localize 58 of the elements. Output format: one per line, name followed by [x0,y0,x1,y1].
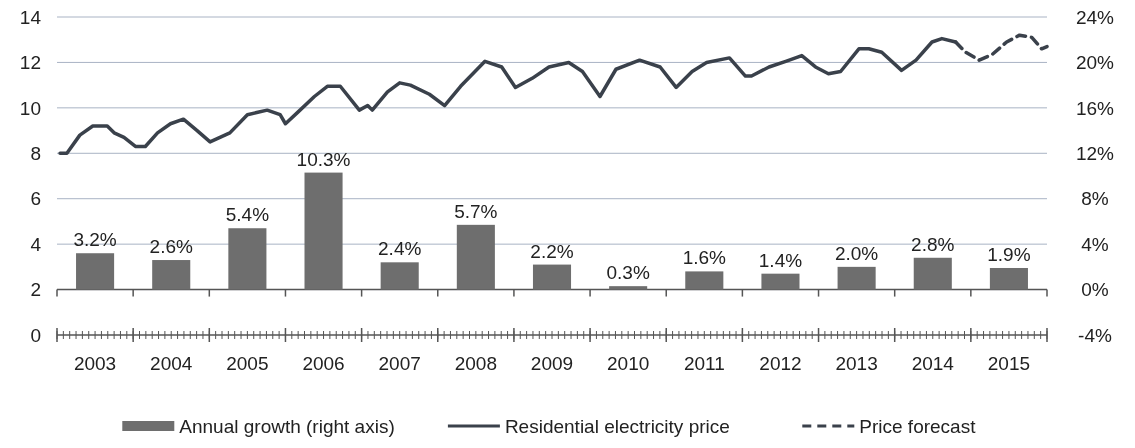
y-tick-label: 14 [19,6,42,28]
data-label: 10.3% [296,148,351,170]
data-label: 2.2% [530,240,574,262]
bar [304,172,343,290]
bar [228,228,267,290]
bar [152,260,191,290]
x-tick-label: 2003 [73,353,117,374]
y2-tick-label: 24% [1075,6,1115,28]
y2-tick-label: 12% [1075,142,1115,164]
bar [609,286,648,290]
data-label: 2.0% [834,242,879,264]
bar [76,253,115,290]
data-label: 1.6% [682,247,727,269]
bar [761,273,800,290]
bar [456,224,495,290]
bar [913,257,952,290]
data-label: 5.7% [454,200,498,222]
data-label: 3.2% [73,229,117,251]
bar [837,266,876,290]
y2-tick-label: -4% [1078,324,1112,346]
y2-tick-label: 20% [1075,52,1115,74]
data-label: 0.3% [606,262,650,284]
y-tick-label: 12 [19,52,41,74]
y-tick-label: 10 [19,97,41,119]
y2-tick-label: 16% [1075,97,1115,119]
bar [532,264,572,290]
y2-tick-label: 0% [1081,279,1109,301]
bar [685,271,724,290]
legend-label: Residential electricity price [504,415,730,437]
x-tick-label: 2012 [759,353,802,374]
x-tick-label: 2011 [683,353,725,374]
x-tick-label: 2009 [530,353,574,374]
data-label: 2.8% [911,233,955,255]
legend-label: Price forecast [859,415,977,437]
data-label: 1.4% [758,249,803,271]
x-tick-label: 2013 [835,353,878,374]
x-tick-label: 2015 [987,353,1031,374]
y-tick-label: 4 [30,233,42,255]
y-tick-label: 0 [30,324,41,346]
y2-tick-label: 8% [1081,188,1109,210]
data-label: 1.9% [987,243,1031,265]
x-tick-label: 2004 [150,353,193,374]
y2-tick-label: 4% [1081,233,1109,255]
x-tick-label: 2010 [607,353,650,374]
x-tick-label: 2008 [454,353,497,374]
bar [989,267,1028,290]
bar [380,262,419,290]
y-tick-label: 6 [30,188,41,210]
x-tick-label: 2007 [378,353,421,374]
legend-label: Annual growth (right axis) [179,415,395,437]
data-label: 2.6% [149,236,193,258]
y-tick-label: 2 [30,279,41,301]
data-label: 2.4% [378,238,422,260]
x-tick-label: 2014 [911,353,955,374]
data-label: 5.4% [225,204,270,226]
y-tick-label: 8 [30,142,41,164]
x-tick-label: 2005 [226,353,269,374]
x-tick-label: 2006 [302,353,345,374]
